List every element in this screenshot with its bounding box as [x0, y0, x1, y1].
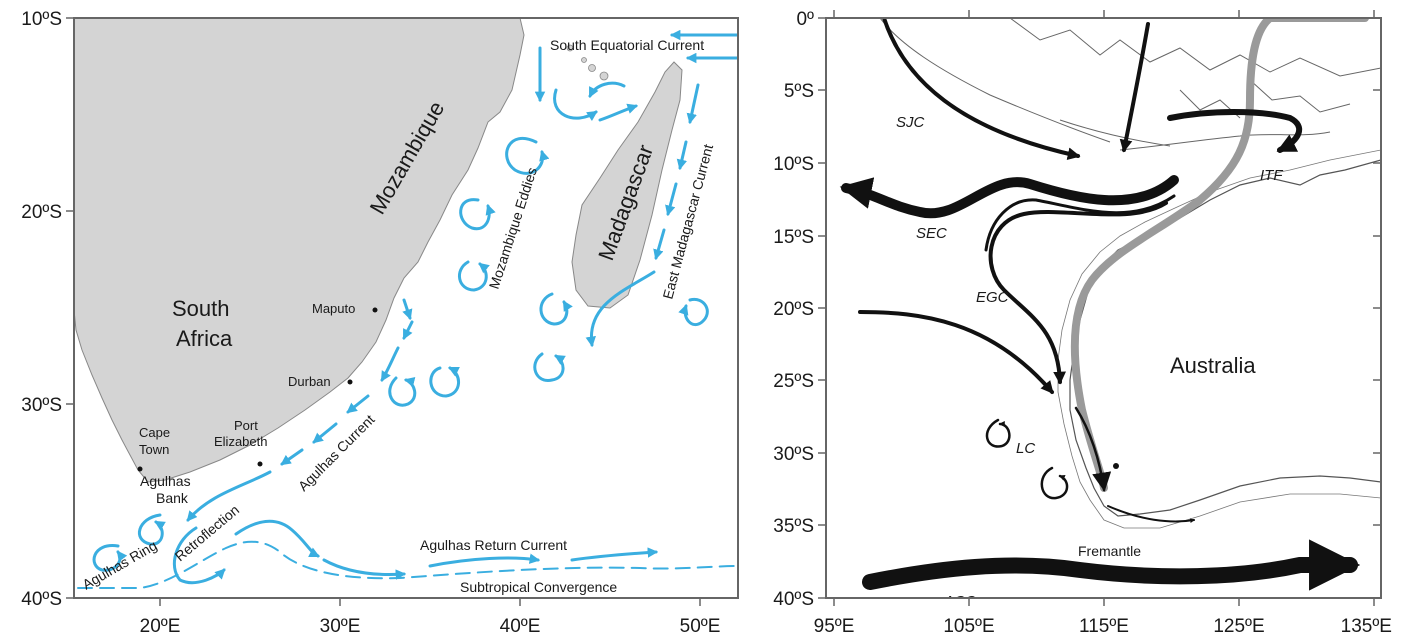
label-sjc: SJC: [896, 114, 925, 131]
left-lat-label-30s: 30ºS: [21, 395, 62, 416]
label-agulhas-ring: Agulhas Ring: [80, 537, 160, 592]
label-mozambique-eddies: Mozambique Eddies: [486, 165, 540, 291]
right-lon-label-125e: 125ºE: [1213, 616, 1264, 637]
right-lat-label-10s: 10ºS: [773, 154, 814, 175]
cape-town-dot: [137, 466, 143, 472]
label-south: South: [172, 296, 230, 321]
right-lat-label-30s: 30ºS: [773, 444, 814, 465]
label-africa: Africa: [176, 326, 233, 351]
acc-arrow: [862, 539, 1361, 591]
mozambique-eddy: [505, 136, 550, 175]
label-itf: ITF: [1260, 167, 1283, 184]
shelf-contour: [1057, 149, 1381, 529]
south-coast-arrow: [1107, 505, 1195, 523]
label-elizabeth: Elizabeth: [214, 434, 267, 449]
label-maputo: Maputo: [312, 301, 355, 316]
label-egc: EGC: [976, 289, 1009, 306]
ocean-currents-blue: [77, 29, 738, 589]
label-bank: Bank: [156, 490, 189, 506]
left-lat-label-20s: 20ºS: [21, 202, 62, 223]
label-port: Port: [234, 418, 258, 433]
label-fremantle: Fremantle: [1078, 543, 1141, 559]
left-lon-label-40e: 40ºE: [500, 616, 541, 637]
right-lat-ticks: [818, 17, 1381, 599]
right-lat-label-0: 0º: [796, 9, 814, 30]
label-subtropical-convergence: Subtropical Convergence: [460, 579, 617, 595]
right-lon-label-135e: 135ºE: [1341, 616, 1392, 637]
right-lon-label-105e: 105ºE: [943, 616, 994, 637]
right-lon-label-95e: 95ºE: [814, 616, 855, 637]
label-south-equatorial-current: South Equatorial Current: [550, 37, 704, 53]
right-lat-label-20s: 20ºS: [773, 299, 814, 320]
maputo-dot: [372, 307, 378, 313]
left-lon-axis: [159, 598, 701, 606]
sec-upper-strand: [984, 194, 1176, 252]
label-town: Town: [139, 442, 169, 457]
right-lat-label-5s: 5ºS: [784, 81, 814, 102]
leeuwin-black-arrow: [1074, 406, 1106, 492]
lc-eddy-2: [1040, 466, 1069, 500]
right-lat-label-35s: 35ºS: [773, 516, 814, 537]
left-lon-label-30e: 30ºE: [320, 616, 361, 637]
africa-landmass: [74, 18, 525, 483]
left-lat-label-10s: 10ºS: [21, 9, 62, 30]
label-agulhas-return-current: Agulhas Return Current: [420, 537, 567, 553]
left-map-frame: [73, 17, 739, 599]
right-map-frame: [825, 17, 1382, 599]
ocean-currents-black: [839, 18, 1361, 591]
label-durban: Durban: [288, 374, 331, 389]
right-lat-label-15s: 15ºS: [773, 227, 814, 248]
label-cape: Cape: [139, 425, 170, 440]
fremantle-dot: [1113, 463, 1119, 469]
indonesia-south-arrow: [1119, 22, 1150, 153]
left-lat-label-40s: 40ºS: [21, 589, 62, 610]
right-lon-label-115e: 115ºE: [1079, 616, 1129, 637]
mozambique-eddy: [533, 352, 566, 382]
right-lat-label-40s: 40ºS: [773, 589, 814, 610]
itf-arrow: [1167, 109, 1303, 153]
sjc-arrow: [882, 18, 1081, 161]
right-map: Australia Fremantle SJC SEC EGC ITF LC A…: [773, 9, 1392, 637]
subtropical-convergence-line: [77, 540, 738, 589]
west-inflow-arrow: [858, 310, 1054, 394]
madagascar-landmass: [571, 61, 683, 309]
east-madagascar-current: [686, 83, 700, 125]
left-lon-label-20e: 20ºE: [140, 616, 181, 637]
mozambique-eddy: [539, 292, 573, 326]
label-east-madagascar-current: East Madagascar Current: [659, 142, 716, 300]
durban-dot: [347, 379, 353, 385]
mozambique-eddy: [459, 198, 496, 231]
lc-eddy-1: [985, 418, 1011, 448]
city-markers: [137, 307, 378, 472]
label-lc: LC: [1016, 440, 1035, 457]
egc-arrow: [988, 201, 1168, 385]
label-acc: ACC: [943, 593, 976, 610]
leeuwin-current: [1070, 18, 1369, 492]
label-australia: Australia: [1170, 353, 1256, 378]
agulhas-retroflection: [172, 526, 226, 585]
label-sec: SEC: [916, 225, 947, 242]
left-map: Mozambique Madagascar South Africa Maput…: [21, 9, 739, 637]
label-agulhas: Agulhas: [140, 473, 191, 489]
mozambique-eddy: [458, 260, 490, 292]
label-retroflection: Retroflection: [172, 502, 242, 565]
indonesia-coastlines: [879, 18, 1381, 151]
left-lon-label-50e: 50ºE: [680, 616, 721, 637]
port-elizabeth-dot: [257, 461, 263, 467]
right-lon-ticks: [833, 10, 1375, 606]
comoros-islands: [566, 44, 609, 81]
right-lat-label-25s: 25ºS: [773, 371, 814, 392]
agulhas-current-arrow: [346, 394, 370, 414]
agulhas-ring: [92, 544, 128, 572]
left-lat-axis: [66, 17, 74, 599]
sec-arrow: [839, 175, 1179, 219]
